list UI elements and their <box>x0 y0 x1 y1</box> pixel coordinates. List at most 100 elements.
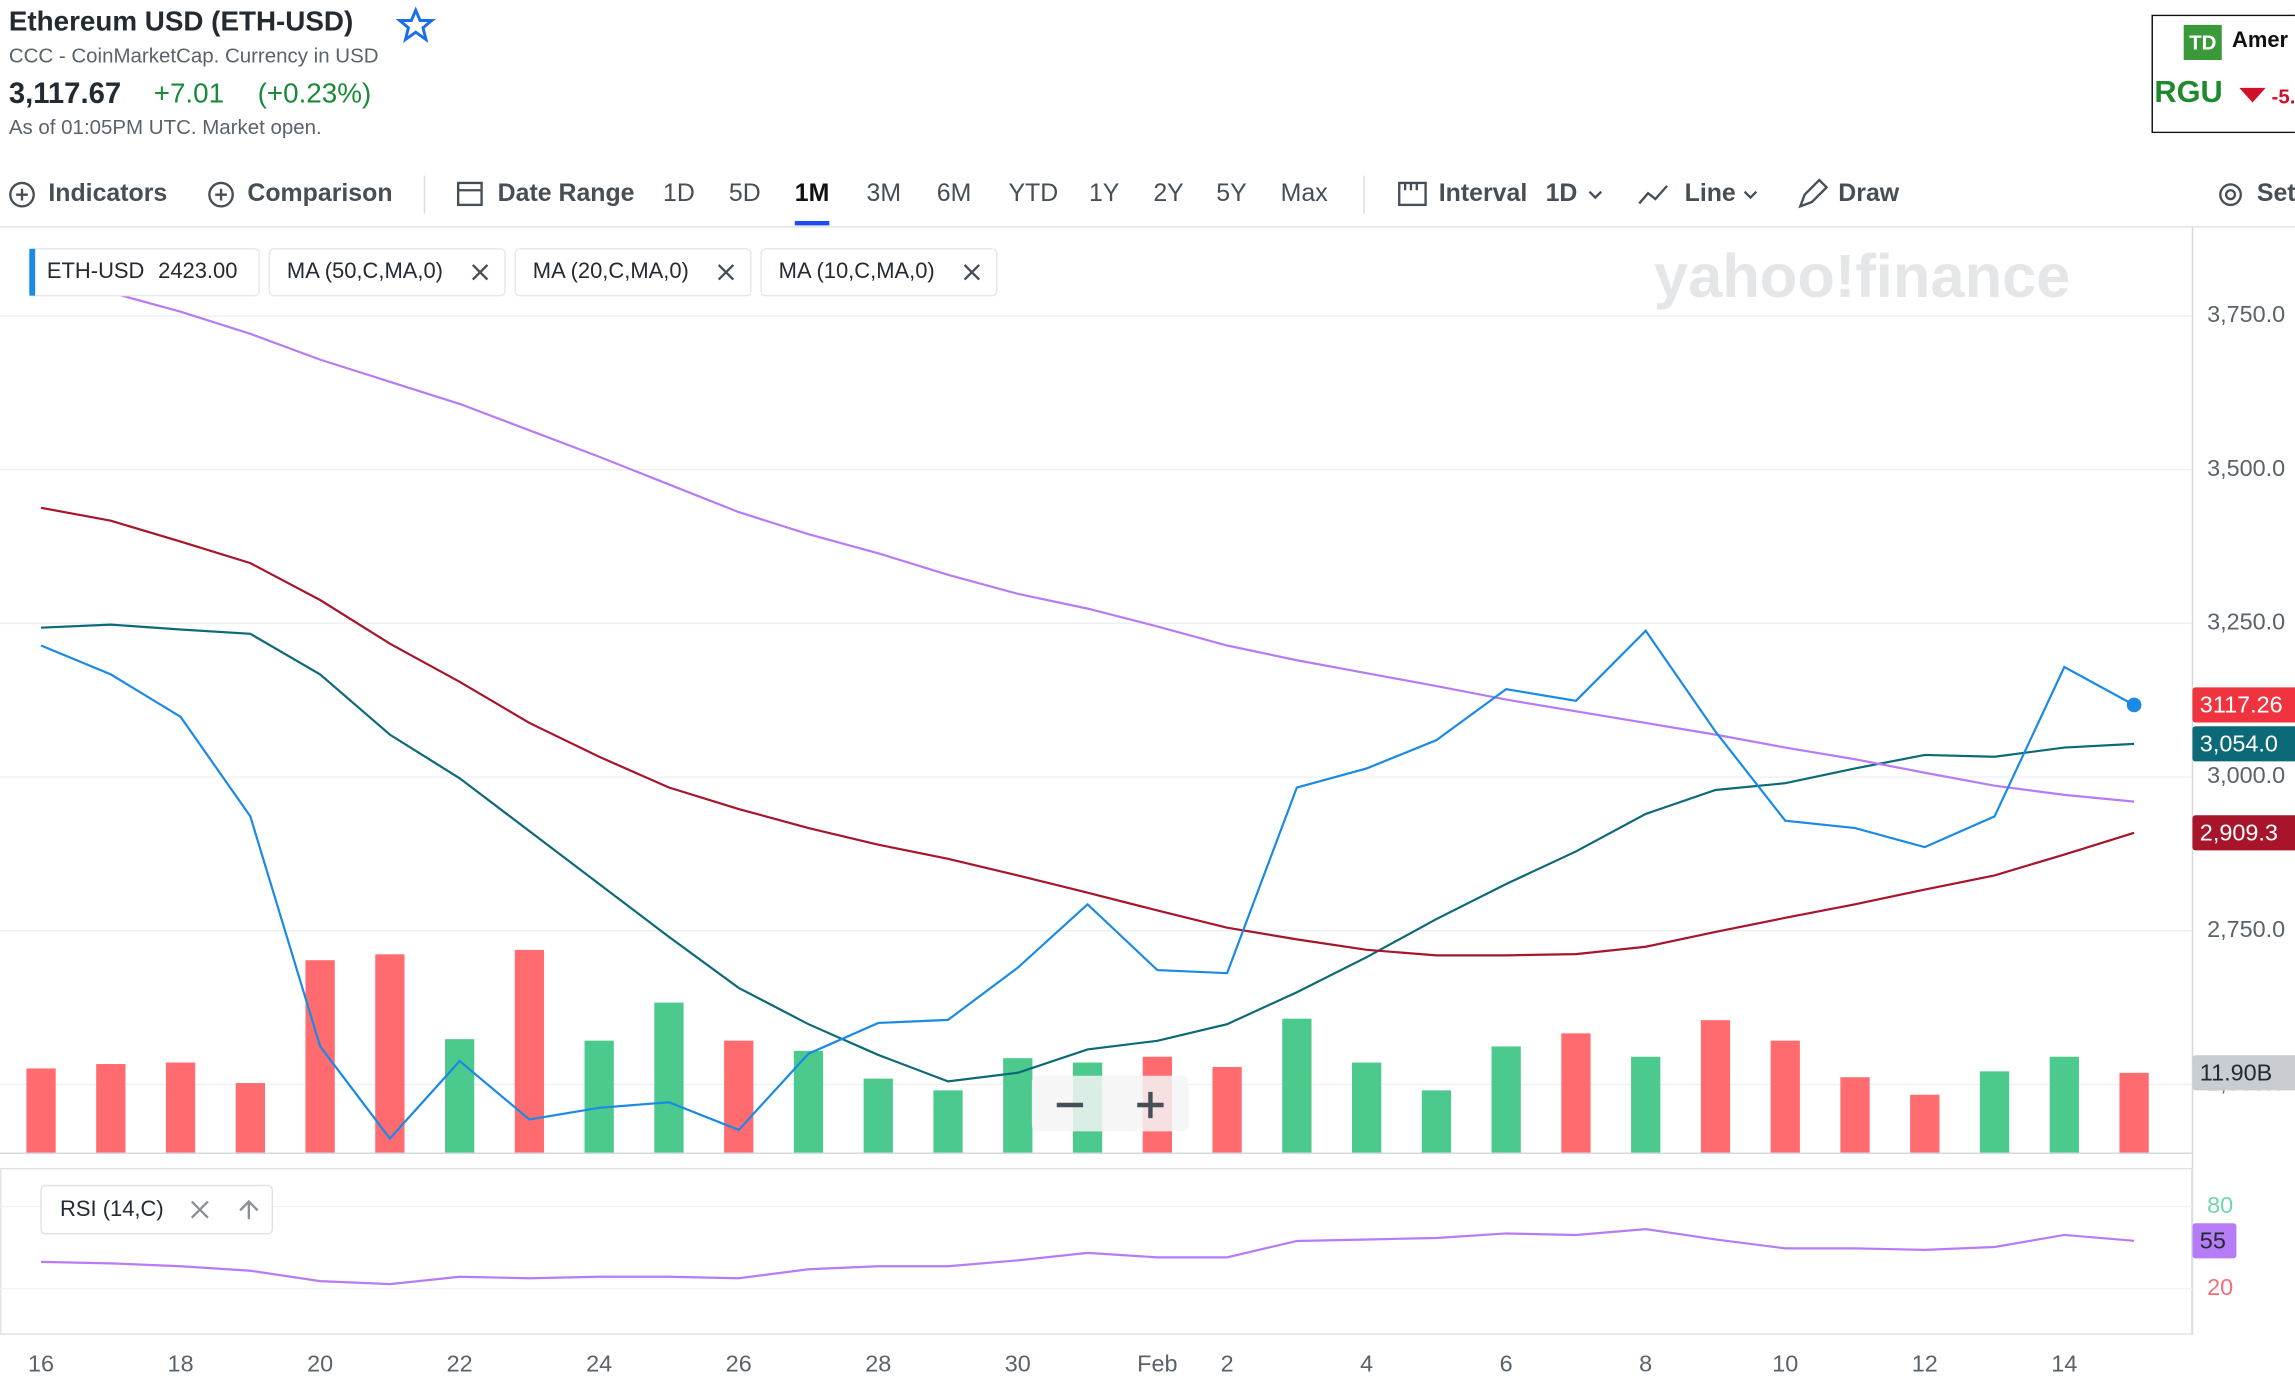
y-tick-label: 3,000.0 <box>2207 762 2285 788</box>
price-lines <box>40 269 2142 1141</box>
toolbar-icons <box>9 178 2242 209</box>
last-point <box>2126 697 2142 713</box>
axes: 2,500.02,750.03,000.03,250.03,500.03,750… <box>28 301 2295 1377</box>
chart-style-button[interactable]: Line <box>1685 179 1736 207</box>
legend-close[interactable] <box>471 264 489 281</box>
rsi-chip-icons[interactable] <box>190 1199 259 1220</box>
indicators-icon[interactable] <box>9 181 35 208</box>
x-tick-label: 12 <box>1912 1351 1938 1377</box>
date-range-button[interactable]: Date Range <box>498 179 635 207</box>
volume-bar <box>1631 1056 1661 1154</box>
volume-bar <box>165 1062 196 1154</box>
volume-bar <box>96 1064 126 1154</box>
ad-brand: Amer <box>2232 27 2289 52</box>
series-line <box>40 506 2135 957</box>
legend-close[interactable] <box>717 264 735 281</box>
range-button[interactable]: 1D <box>663 179 695 207</box>
title: Ethereum USD (ETH-USD) <box>9 6 353 37</box>
range-button[interactable]: 1Y <box>1089 179 1120 207</box>
series-line <box>40 629 2135 1141</box>
legend-name: MA (10,C,MA,0) <box>779 258 935 283</box>
legend-value: 2423.00 <box>158 258 237 283</box>
volume-bar <box>1561 1033 1591 1154</box>
volume-badge <box>2192 1055 2295 1091</box>
interval-icon[interactable] <box>1398 181 1427 207</box>
draw-icon[interactable] <box>1798 178 1829 209</box>
interval-button[interactable]: Interval <box>1439 179 1527 207</box>
calendar-icon[interactable] <box>456 181 483 207</box>
rsi-tick-label: 80 <box>2207 1192 2233 1218</box>
last-value-badge <box>2192 726 2295 762</box>
chevrons[interactable] <box>1588 190 1758 200</box>
ad-logo: TD <box>2189 31 2216 54</box>
range-button[interactable]: 2Y <box>1153 179 1184 207</box>
rsi-panel <box>0 1167 2193 1335</box>
indicators-button[interactable]: Indicators <box>48 179 167 207</box>
volume-bar <box>1910 1094 1940 1154</box>
line-icon[interactable] <box>1638 185 1668 205</box>
range-button[interactable]: 3M <box>866 179 901 207</box>
x-tick-label: 20 <box>307 1351 333 1377</box>
settings-icon[interactable] <box>2219 183 2242 207</box>
ad-frame <box>2151 14 2295 134</box>
x-tick-label: Feb <box>1137 1351 1177 1377</box>
legend-name: MA (20,C,MA,0) <box>533 258 689 283</box>
volume-bar <box>235 1083 265 1154</box>
range-button[interactable]: 5D <box>729 179 761 207</box>
x-tick-label: 22 <box>447 1351 473 1377</box>
volume-bar <box>514 949 545 1154</box>
volume-bar <box>375 954 405 1154</box>
range-button[interactable]: Max <box>1281 179 1329 207</box>
x-tick-label: 14 <box>2051 1351 2077 1377</box>
range-button[interactable]: YTD <box>1008 179 1058 207</box>
range-underline <box>794 220 830 226</box>
settings-button[interactable]: Set <box>2257 179 2295 207</box>
comparison-button[interactable]: Comparison <box>247 179 392 207</box>
last-value-badge <box>2192 687 2295 723</box>
x-tick-label: 6 <box>1500 1351 1513 1377</box>
rsi-label: RSI (14,C) <box>60 1196 164 1221</box>
ad-change: -5. <box>2272 85 2295 108</box>
volume-bar <box>445 1039 475 1154</box>
last-value-label: 3117.26 <box>2200 692 2283 718</box>
ad[interactable]: TD Amer RGU -5. <box>2151 14 2295 134</box>
volume-bar <box>793 1050 824 1154</box>
comparison-icon[interactable] <box>208 181 234 208</box>
ad-ticker: RGU <box>2154 74 2222 109</box>
y-tick-label: 3,250.0 <box>2207 609 2285 635</box>
x-tick-label: 28 <box>865 1351 891 1377</box>
change-percent: (+0.23%) <box>258 77 372 108</box>
volume-bar <box>1840 1077 1870 1154</box>
y-tick-label: 3,750.0 <box>2207 301 2285 327</box>
draw-button[interactable]: Draw <box>1838 179 1899 207</box>
legend-chip[interactable] <box>268 248 506 297</box>
series-line <box>41 1227 2135 1286</box>
volume-bar <box>305 960 335 1154</box>
zoom-in[interactable] <box>1137 1091 1164 1119</box>
rsi-chip[interactable] <box>40 1184 274 1235</box>
zoom-box <box>1031 1075 1189 1132</box>
legend-chip[interactable] <box>760 248 998 297</box>
volume-bar <box>2119 1072 2149 1154</box>
volume-bar <box>1352 1062 1382 1154</box>
range-button[interactable]: 6M <box>937 179 972 207</box>
interval-value[interactable]: 1D <box>1546 179 1578 207</box>
volume-bar <box>26 1068 56 1154</box>
x-tick-label: 4 <box>1360 1351 1373 1377</box>
legend-close[interactable] <box>963 264 981 281</box>
range-button[interactable]: 1M <box>795 179 830 207</box>
legend-name: ETH-USD <box>47 258 145 283</box>
rsi-badge <box>2192 1223 2237 1259</box>
volume-bar <box>863 1078 893 1154</box>
volume-label: 11.90B <box>2200 1059 2272 1085</box>
last-value-label: 3,054.0 <box>2200 731 2278 757</box>
range-button[interactable]: 5Y <box>1216 179 1247 207</box>
legend-marker <box>29 248 36 296</box>
legend-chip[interactable] <box>514 248 752 297</box>
ad-down-arrow <box>2239 87 2266 103</box>
x-tick-label: 18 <box>168 1351 194 1377</box>
watch-star[interactable] <box>395 6 436 44</box>
rsi <box>0 1205 2193 1290</box>
volume-bar <box>1212 1066 1242 1154</box>
